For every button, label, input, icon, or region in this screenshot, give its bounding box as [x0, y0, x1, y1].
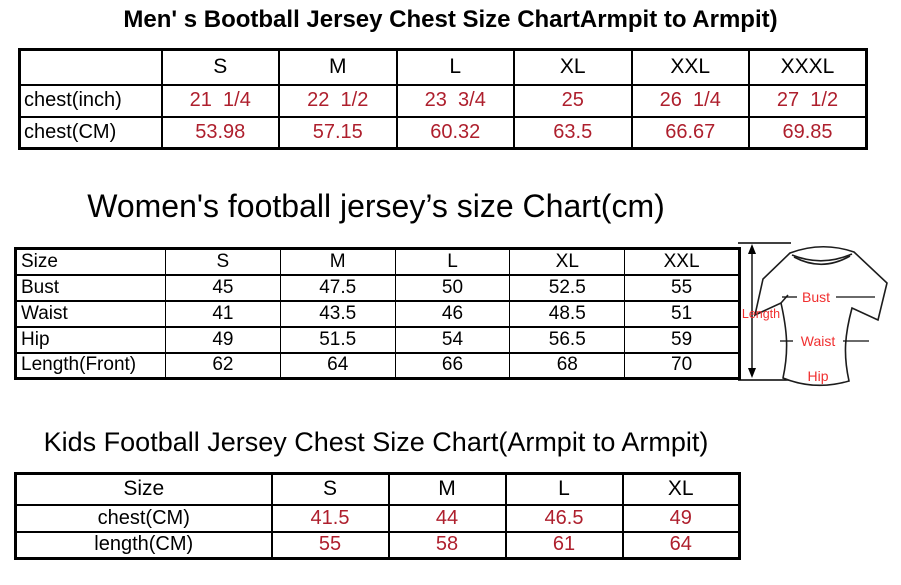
size-column-header: Size: [15, 247, 166, 276]
size-value-cell: 26 1/4: [630, 83, 750, 118]
size-value-cell: 62: [165, 351, 281, 380]
row-label: Length(Front): [15, 351, 166, 380]
length-arrow-down-icon: [748, 368, 756, 378]
size-column-header: S: [160, 48, 280, 86]
tshirt-outline: [753, 245, 888, 387]
size-column-header: XXXL: [748, 48, 868, 86]
table-row: chest(CM) 53.98 57.15 60.32 63.5 66.67 69.85: [18, 115, 868, 150]
size-value-cell: 54: [394, 325, 511, 354]
size-column-header: XL: [621, 472, 741, 506]
header-row: Size S M L XL: [14, 472, 741, 506]
row-label: Waist: [15, 299, 166, 328]
size-column-header: L: [395, 48, 515, 86]
size-value-cell: 64: [279, 351, 396, 380]
row-label: chest(CM): [18, 115, 163, 150]
row-label: Bust: [15, 273, 166, 302]
size-value-cell: 63.5: [513, 115, 633, 150]
header-row: Size S M L XL XXL: [15, 247, 740, 276]
size-value-cell: 23 3/4: [395, 83, 515, 118]
length-arrow-up-icon: [748, 244, 756, 254]
tshirt-diagram-icon: Bust Waist Hip Length: [738, 242, 888, 387]
size-value-cell: 70: [624, 351, 740, 380]
size-value-cell: 22 1/2: [278, 83, 398, 118]
size-value-cell: 49: [621, 503, 741, 533]
collar-band-line: [793, 255, 851, 266]
men-table-title: Men' s Bootball Jersey Chest Size ChartA…: [123, 6, 778, 33]
size-value-cell: 55: [624, 273, 740, 302]
women-table-title: Women's football jersey’s size Chart(cm): [87, 188, 665, 224]
size-value-cell: 61: [504, 530, 624, 560]
size-value-cell: 25: [513, 83, 633, 118]
left-sleeve-seam: [780, 294, 789, 304]
size-column-header: XL: [513, 48, 633, 86]
size-value-cell: 51: [624, 299, 740, 328]
kids-table-title: Kids Football Jersey Chest Size Chart(Ar…: [43, 427, 709, 457]
size-value-cell: 69.85: [748, 115, 868, 150]
hip-label: Hip: [807, 368, 828, 384]
table-row: Hip 49 51.5 54 56.5 59: [15, 325, 740, 354]
size-column-header: S: [270, 472, 390, 506]
size-value-cell: 47.5: [279, 273, 396, 302]
size-value-cell: 55: [270, 530, 390, 560]
size-value-cell: 60.32: [395, 115, 515, 150]
size-value-cell: 66: [394, 351, 511, 380]
size-value-cell: 66.67: [630, 115, 750, 150]
size-column-header: M: [387, 472, 507, 506]
size-value-cell: 58: [387, 530, 507, 560]
length-label: Length: [742, 307, 780, 321]
kids-size-table: Size S M L XL chest(CM) 41.5 44 46.5 49 length(CM)…: [14, 472, 741, 560]
table-row: Waist 41 43.5 46 48.5 51: [15, 299, 740, 328]
size-value-cell: 56.5: [509, 325, 626, 354]
size-column-header: L: [394, 247, 511, 276]
size-value-cell: 59: [624, 325, 740, 354]
table-row: chest(inch) 21 1/4 22 1/2 23 3/4 25 26 1/4 27 …: [18, 83, 868, 118]
size-value-cell: 68: [509, 351, 626, 380]
size-column-header: XL: [509, 247, 626, 276]
size-column-header: Size: [14, 472, 273, 506]
size-column-header: XXL: [630, 48, 750, 86]
row-label: chest(CM): [14, 503, 273, 533]
size-value-cell: 27 1/2: [748, 83, 868, 118]
waist-label: Waist: [801, 333, 836, 349]
size-value-cell: 49: [165, 325, 281, 354]
size-value-cell: 46: [394, 299, 511, 328]
size-value-cell: 44: [387, 503, 507, 533]
table-row: chest(CM) 41.5 44 46.5 49: [14, 503, 741, 533]
bust-label: Bust: [802, 289, 830, 305]
size-column-header: S: [165, 247, 281, 276]
size-value-cell: 21 1/4: [160, 83, 280, 118]
size-column-header: L: [504, 472, 624, 506]
row-label: Hip: [15, 325, 166, 354]
women-size-table: Size S M L XL XXL Bust 45 47.5 50 52.5 55 Waist 41 43.…: [14, 247, 741, 380]
size-value-cell: 46.5: [504, 503, 624, 533]
size-value-cell: 48.5: [509, 299, 626, 328]
size-column-header: [18, 48, 163, 86]
size-value-cell: 41: [165, 299, 281, 328]
size-value-cell: 45: [165, 273, 281, 302]
header-row: S M L XL XXL XXXL: [18, 48, 868, 86]
size-value-cell: 64: [621, 530, 741, 560]
size-column-header: M: [278, 48, 398, 86]
size-value-cell: 50: [394, 273, 511, 302]
row-label: chest(inch): [18, 83, 163, 118]
table-row: length(CM) 55 58 61 64: [14, 530, 741, 560]
size-value-cell: 51.5: [279, 325, 396, 354]
size-value-cell: 41.5: [270, 503, 390, 533]
table-row: Length(Front) 62 64 66 68 70: [15, 351, 740, 380]
size-column-header: XXL: [624, 247, 740, 276]
size-value-cell: 52.5: [509, 273, 626, 302]
row-label: length(CM): [14, 530, 273, 560]
size-column-header: M: [279, 247, 396, 276]
size-value-cell: 53.98: [160, 115, 280, 150]
size-value-cell: 43.5: [279, 299, 396, 328]
men-size-table: S M L XL XXL XXXL chest(inch) 21 1/4 22 1/2 23 3/…: [18, 48, 868, 150]
table-row: Bust 45 47.5 50 52.5 55: [15, 273, 740, 302]
collar-inner-line: [791, 253, 853, 262]
size-value-cell: 57.15: [278, 115, 398, 150]
tshirt-measurement-diagram: Bust Waist Hip Length: [738, 238, 901, 390]
